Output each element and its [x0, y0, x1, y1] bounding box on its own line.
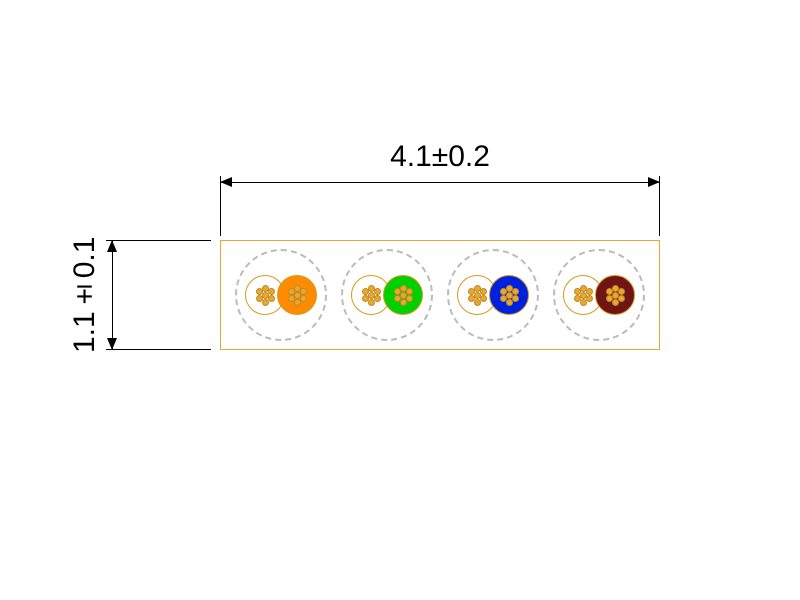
width-dimension-line	[220, 182, 660, 183]
width-extension-left	[220, 176, 221, 236]
strand-icon	[300, 288, 307, 295]
conductor-right	[383, 275, 423, 315]
twisted-pair	[341, 249, 433, 341]
strand-icon	[618, 288, 625, 295]
cable-cross-section-diagram: 4.1±0.2 1.1±0.1	[100, 140, 680, 420]
arrow-left-icon	[220, 177, 232, 187]
strand-icon	[400, 299, 407, 306]
strand-icon	[362, 288, 369, 295]
conductor-strands	[605, 285, 625, 305]
conductor-strands	[287, 285, 307, 305]
strand-icon	[618, 295, 625, 302]
strand-icon	[606, 295, 613, 302]
height-dimension-label: 1.1±0.1	[70, 240, 100, 350]
strand-icon	[480, 288, 487, 295]
conductor-strands	[361, 285, 381, 305]
twisted-pair	[447, 249, 539, 341]
strand-icon	[406, 288, 413, 295]
strand-icon	[368, 299, 375, 306]
strand-icon	[362, 295, 369, 302]
strand-icon	[506, 299, 513, 306]
strand-icon	[574, 295, 581, 302]
strand-icon	[468, 288, 475, 295]
strand-icon	[512, 295, 519, 302]
conductor-strands	[467, 285, 487, 305]
strand-icon	[586, 295, 593, 302]
cable-jacket	[220, 240, 660, 350]
strand-icon	[262, 299, 269, 306]
width-dimension: 4.1±0.2	[220, 140, 660, 200]
strand-icon	[512, 288, 519, 295]
strand-icon	[394, 295, 401, 302]
strand-icon	[574, 288, 581, 295]
conductor-strands	[393, 285, 413, 305]
conductor-strands	[255, 285, 275, 305]
strand-icon	[500, 288, 507, 295]
strand-icon	[394, 288, 401, 295]
strand-icon	[300, 295, 307, 302]
height-dimension-line	[112, 240, 113, 350]
strand-icon	[474, 299, 481, 306]
strand-icon	[256, 295, 263, 302]
strand-icon	[374, 295, 381, 302]
strand-icon	[500, 295, 507, 302]
conductor-right	[489, 275, 529, 315]
strand-icon	[606, 288, 613, 295]
strand-icon	[268, 295, 275, 302]
conductor-right	[277, 275, 317, 315]
width-dimension-label: 4.1±0.2	[220, 140, 660, 174]
width-extension-right	[659, 176, 660, 236]
conductor-strands	[499, 285, 519, 305]
strand-icon	[612, 299, 619, 306]
height-extension-bottom	[106, 349, 211, 350]
strand-icon	[288, 295, 295, 302]
arrow-up-icon	[107, 240, 117, 252]
strand-icon	[294, 299, 301, 306]
conductor-right	[595, 275, 635, 315]
strand-icon	[480, 295, 487, 302]
strand-icon	[586, 288, 593, 295]
strand-icon	[256, 288, 263, 295]
strand-icon	[268, 288, 275, 295]
twisted-pair	[553, 249, 645, 341]
strand-icon	[406, 295, 413, 302]
height-dimension: 1.1±0.1	[100, 240, 210, 350]
conductor-strands	[573, 285, 593, 305]
height-extension-top	[106, 240, 211, 241]
strand-icon	[468, 295, 475, 302]
strand-icon	[580, 299, 587, 306]
strand-icon	[374, 288, 381, 295]
strand-icon	[288, 288, 295, 295]
twisted-pair	[235, 249, 327, 341]
